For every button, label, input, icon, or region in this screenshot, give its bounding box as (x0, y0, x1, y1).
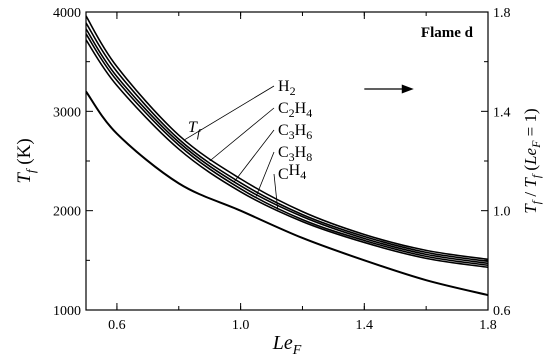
series-label-base: H (278, 78, 290, 95)
leader-line (184, 85, 275, 140)
leader-line (273, 173, 279, 210)
series-label-sub: 2 (290, 84, 296, 98)
series-label-base: C (278, 100, 289, 117)
x-tick-label: 1.0 (232, 318, 250, 333)
y-left-axis-title: Tf (K) (14, 138, 38, 183)
y-right-tick-label: 1.0 (493, 205, 511, 220)
series-line-3 (86, 33, 488, 267)
series-label-base: H (295, 100, 307, 117)
axis-ticks (86, 11, 489, 311)
series-label: C3H6 (278, 122, 312, 142)
series-line-2 (86, 28, 488, 265)
x-tick-label: 1.4 (356, 318, 374, 333)
curve-group-label-sub: f (197, 126, 202, 140)
y-left-tick-label: 3000 (53, 105, 81, 120)
series-label-base: C (278, 166, 289, 183)
y-left-title-suffix: (K) (14, 138, 35, 169)
x-tick-label: 0.6 (108, 318, 126, 333)
temperature-curves (86, 15, 488, 297)
leader-line (209, 107, 275, 162)
y-right-title-paren: ( (521, 165, 540, 175)
y-right-tick-label: 0.6 (493, 304, 511, 319)
x-axis-title: LeF (272, 332, 302, 358)
series-label-sub: 2 (289, 106, 295, 120)
curve-group-label-base: T (188, 119, 198, 136)
series-label-base: C (278, 122, 289, 139)
direction-arrow-head (401, 84, 414, 94)
series-label: C3H8 (278, 144, 312, 164)
y-right-title-base: T (521, 203, 540, 214)
x-axis-title-base: Le (272, 332, 293, 354)
y-right-title-slash: / (521, 188, 540, 201)
x-tick-label: 1.8 (479, 318, 497, 333)
y-right-title-base2: T (521, 177, 540, 188)
series-label-base: C (278, 144, 289, 161)
series-line-0 (86, 15, 488, 261)
series-label-sub: 6 (306, 128, 312, 142)
y-left-tick-label: 2000 (53, 205, 81, 220)
series-label: H2 (278, 78, 296, 98)
y-right-axis-title: Tf / Tf (LeF = 1) (521, 108, 543, 213)
y-left-title-sub: f (23, 167, 38, 173)
series-label-base: H (295, 122, 307, 139)
y-left-tick-label: 4000 (53, 6, 81, 21)
y-right-title-sub: f (529, 199, 543, 204)
axis-tick-labels: 0.6 1.0 1.4 1.8 1000 2000 3000 4000 0.6 1.0 1.4 1.8 (53, 6, 511, 333)
y-right-title-tail: = 1) (521, 108, 540, 140)
y-right-tick-label: 1.4 (493, 105, 511, 120)
series-label-sub: 4 (306, 106, 312, 120)
curve-group-label: Tf (188, 119, 202, 140)
series-label-sub: 8 (306, 150, 312, 164)
series-label: C2H4 (278, 100, 312, 120)
series-line-4 (86, 39, 488, 269)
series-line-1 (86, 22, 488, 263)
y-left-tick-label: 1000 (53, 304, 81, 319)
series-label-base: H (295, 144, 307, 161)
y-right-title-sub3: F (529, 140, 543, 149)
ratio-line (86, 90, 488, 297)
series-label-sub: 3 (289, 150, 295, 164)
y-right-title-sub2: f (529, 173, 543, 178)
y-left-title-base: T (14, 172, 35, 184)
leader-line (234, 129, 275, 182)
y-right-title-base3: Le (521, 147, 540, 165)
series-label-sub: 4 (300, 168, 306, 182)
panel-label: Flame d (421, 25, 474, 41)
leader-line (255, 151, 275, 197)
series-label: CH4 (278, 162, 306, 183)
y-right-tick-label: 1.8 (493, 6, 511, 21)
series-label-base: H (289, 162, 301, 179)
x-axis-title-sub: F (292, 343, 302, 358)
series-label-sub: 3 (289, 128, 295, 142)
